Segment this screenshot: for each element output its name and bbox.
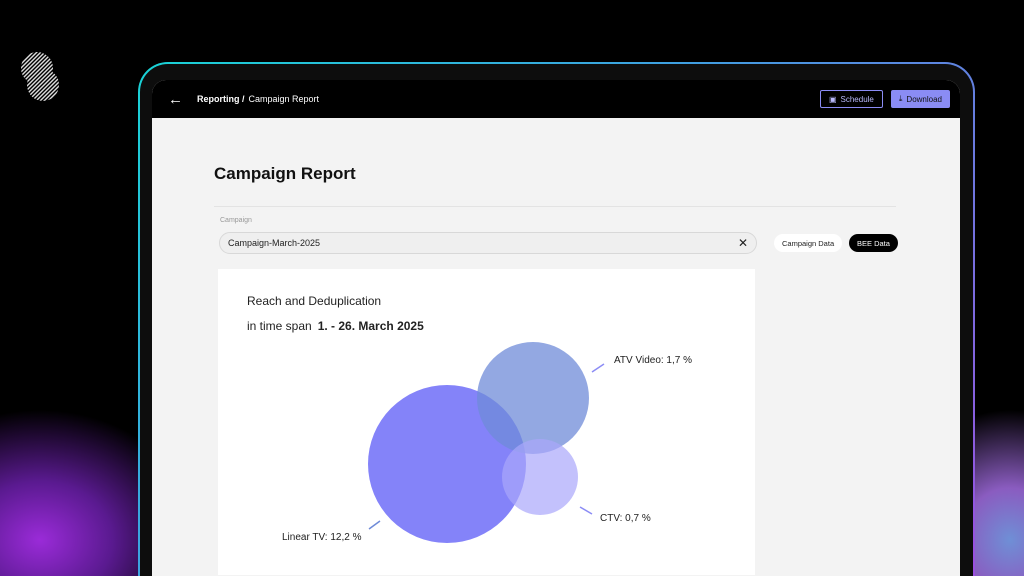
subtitle-prefix: in time span xyxy=(247,319,312,333)
logo-stripe xyxy=(21,52,22,101)
logo-stripe xyxy=(40,52,59,101)
logo-stripe xyxy=(56,52,59,101)
schedule-button[interactable]: ▣ Schedule xyxy=(819,90,883,108)
divider xyxy=(214,206,896,207)
subtitle-range: 1. - 26. March 2025 xyxy=(317,319,424,333)
leader-linear xyxy=(368,520,381,530)
logo-stripe xyxy=(21,52,42,101)
app-screen: ← Reporting / Campaign Report ▣ Schedule … xyxy=(152,80,960,576)
chart-subtitle: in time span 1. - 26. March 2025 xyxy=(247,319,424,333)
leader-atv xyxy=(591,363,605,373)
chart-card: Reach and Deduplication in time span 1. -… xyxy=(218,269,755,575)
top-bar: ← Reporting / Campaign Report ▣ Schedule … xyxy=(152,80,960,118)
chart-title: Reach and Deduplication xyxy=(247,294,382,308)
logo-stripe xyxy=(24,52,59,101)
clear-icon[interactable]: ✕ xyxy=(737,236,748,250)
label-ctv: CTV: 0,7 % xyxy=(600,513,651,524)
label-atv-video: ATV Video: 1,7 % xyxy=(614,355,692,366)
brand-logo-icon xyxy=(21,48,63,105)
logo-stripe xyxy=(32,52,59,101)
logo-stripe xyxy=(21,52,46,101)
venn-circle-atv-video xyxy=(477,342,589,454)
tablet-frame: ← Reporting / Campaign Report ▣ Schedule … xyxy=(138,62,975,576)
campaign-label: Campaign xyxy=(220,217,252,224)
logo-stripe xyxy=(61,48,63,105)
logo-stripe xyxy=(52,52,59,101)
page-title: Campaign Report xyxy=(214,164,356,183)
venn-circle-ctv xyxy=(502,439,578,515)
calendar-icon: ▣ xyxy=(828,94,837,104)
logo-stripe xyxy=(28,52,59,101)
logo-stripe xyxy=(21,52,59,101)
logo-stripe xyxy=(21,52,38,101)
logo-stripe xyxy=(36,52,59,101)
leader-ctv xyxy=(579,506,593,515)
back-arrow-icon[interactable]: ← xyxy=(168,90,183,108)
logo-stripe xyxy=(21,52,58,101)
label-linear-tv: Linear TV: 12,2 % xyxy=(282,532,362,543)
logo-stripe xyxy=(21,52,59,101)
campaign-input[interactable]: Campaign-March-2025 ✕ xyxy=(219,232,757,254)
download-label: Download xyxy=(906,94,942,104)
logo-stripe xyxy=(21,52,30,101)
toggle-campaign-data[interactable]: Campaign Data xyxy=(774,234,843,252)
download-icon: ⤓ xyxy=(898,94,903,103)
toggle-bee-data[interactable]: BEE Data xyxy=(849,234,898,252)
breadcrumb-current: Campaign Report xyxy=(248,94,320,104)
download-button[interactable]: ⤓ Download xyxy=(890,90,950,108)
campaign-value: Campaign-March-2025 xyxy=(228,238,321,248)
logo-stripe xyxy=(21,52,50,101)
schedule-label: Schedule xyxy=(840,94,874,104)
breadcrumb-reporting[interactable]: Reporting / xyxy=(197,94,245,104)
venn-chart: ATV Video: 1,7 % CTV: 0,7 % Linear TV: 1… xyxy=(282,342,692,543)
